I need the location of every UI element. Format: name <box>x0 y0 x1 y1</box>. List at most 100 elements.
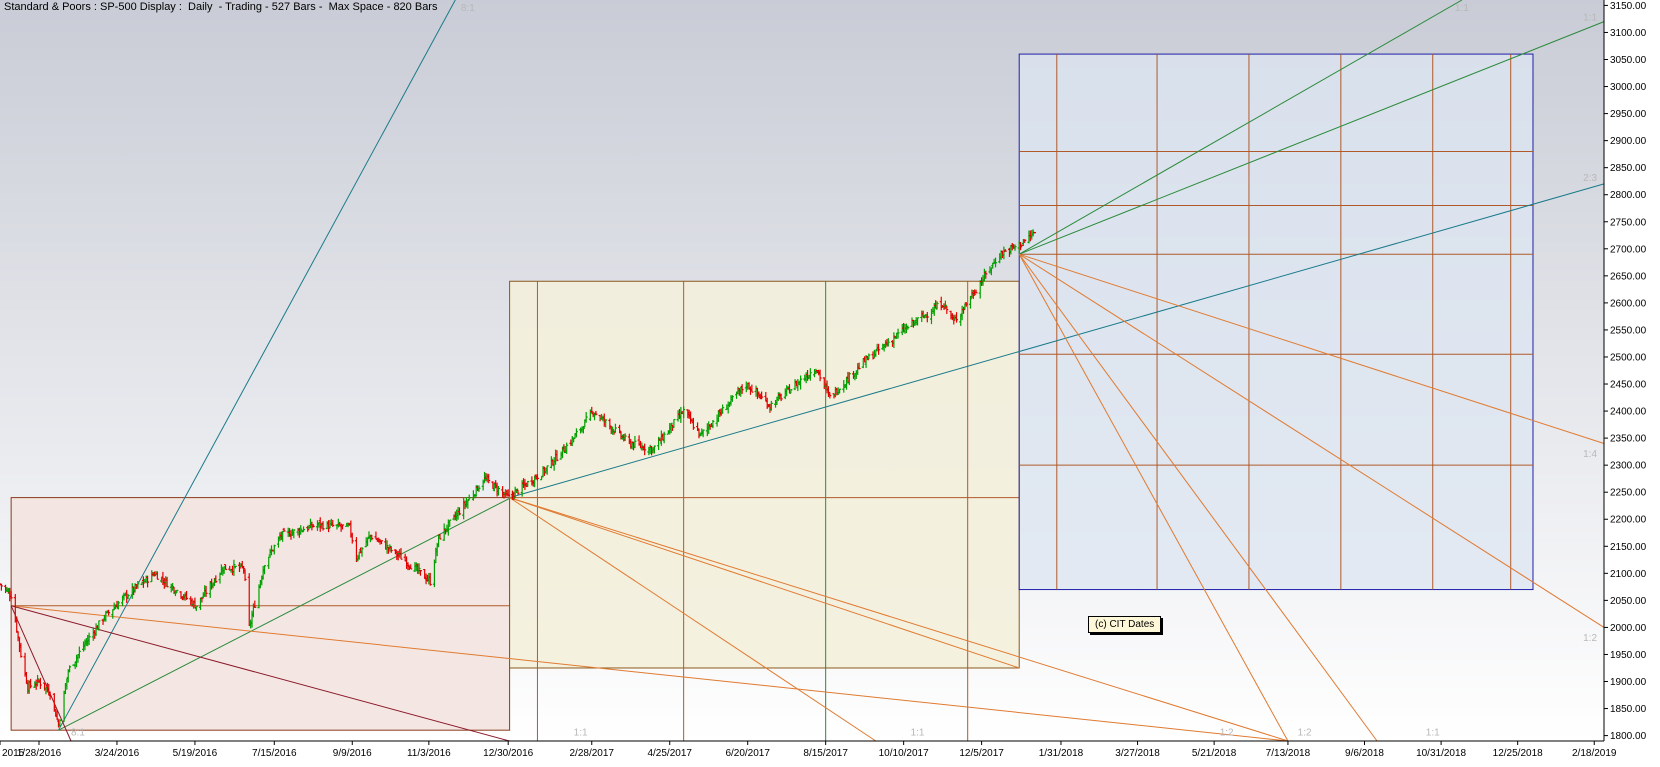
price-bar <box>828 392 832 399</box>
x-tick-label: 5/21/2018 <box>1192 748 1237 759</box>
price-bar <box>760 391 764 400</box>
price-bar <box>943 300 947 310</box>
price-bar <box>925 312 929 323</box>
price-bar <box>971 289 975 299</box>
angle-fan-line <box>10 605 72 742</box>
y-tick-label: 2300.00 <box>1610 461 1647 472</box>
gann-boxes-layer <box>10 53 1534 741</box>
y-tick-label: 2250.00 <box>1610 488 1647 499</box>
x-tick-label: 11/3/2016 <box>407 748 451 759</box>
price-bar <box>477 485 481 492</box>
price-bar <box>623 433 627 442</box>
price-bar <box>916 317 920 326</box>
price-bar <box>55 710 59 720</box>
y-tick-label: 1850.00 <box>1610 704 1647 715</box>
price-bar <box>701 429 705 438</box>
price-bar <box>281 530 285 542</box>
price-bar <box>448 519 452 527</box>
price-bar <box>765 397 769 409</box>
price-bar <box>68 665 72 673</box>
price-bar <box>165 576 169 588</box>
x-tick-label: 2/18/2019 <box>1572 748 1617 759</box>
x-tick-label: 12/25/2018 <box>1493 748 1543 759</box>
price-bar <box>740 384 744 394</box>
price-bar <box>467 494 471 501</box>
y-tick-label: 2200.00 <box>1610 515 1647 526</box>
price-bar <box>232 559 236 576</box>
angle-fan-line <box>1018 253 1605 628</box>
price-bar <box>549 456 553 469</box>
angle-fan-line <box>11 605 510 742</box>
price-bar <box>618 424 622 434</box>
price-bar <box>116 600 120 610</box>
ratio-label: 8:1 <box>71 728 85 739</box>
price-bar <box>224 563 228 571</box>
ratio-label: 1:1 <box>911 728 925 739</box>
price-bar <box>204 585 208 598</box>
ratio-label: 1:1 <box>1583 13 1597 24</box>
price-bar <box>906 325 910 330</box>
price-bar <box>535 474 539 481</box>
y-tick-label: 3100.00 <box>1610 28 1647 39</box>
price-bar <box>526 480 530 487</box>
x-tick-label: 2/28/2017 <box>570 748 615 759</box>
y-tick-label: 2150.00 <box>1610 542 1647 553</box>
price-bar <box>399 548 403 560</box>
ratio-label: 1:1 <box>1426 728 1440 739</box>
price-bar <box>417 563 421 575</box>
price-bar <box>633 435 637 449</box>
x-tick-label: 6/20/2017 <box>725 748 770 759</box>
price-bar <box>292 529 296 539</box>
price-bar <box>146 575 150 588</box>
price-bar <box>818 369 822 382</box>
price-bar <box>370 534 374 541</box>
box-3 <box>1018 53 1534 591</box>
ratio-label: 1:2 <box>1220 728 1234 739</box>
angle-fan-line <box>11 605 1288 742</box>
price-bar <box>691 417 695 430</box>
price-bar <box>545 465 549 475</box>
price-bar <box>200 597 204 603</box>
y-tick-label: 3150.00 <box>1610 1 1647 12</box>
box-2 <box>509 280 1020 669</box>
price-bar <box>886 338 890 347</box>
ratio-label: 1:4 <box>1583 449 1597 460</box>
price-bar <box>847 372 851 386</box>
x-tick-label: 3/24/2016 <box>95 748 140 759</box>
x-tick-label: 3/27/2018 <box>1115 748 1160 759</box>
price-bar <box>242 566 246 574</box>
price-bar <box>555 450 559 462</box>
price-bar <box>141 576 145 588</box>
price-bar <box>506 489 510 497</box>
y-tick-label: 2750.00 <box>1610 217 1647 228</box>
x-tick-label: 5/19/2016 <box>173 748 218 759</box>
y-tick-label: 2800.00 <box>1610 190 1647 201</box>
price-bar <box>48 691 52 700</box>
y-tick-label: 2650.00 <box>1610 271 1647 282</box>
y-tick-label: 3050.00 <box>1610 55 1647 66</box>
price-bar <box>730 395 734 402</box>
price-bar <box>1033 231 1037 234</box>
x-tick-label: 9/9/2016 <box>333 748 372 759</box>
price-bar <box>331 519 335 528</box>
price-bar <box>97 620 101 631</box>
angle-fans-layer <box>10 0 1605 742</box>
price-bar <box>643 443 647 456</box>
y-tick-label: 2850.00 <box>1610 163 1647 174</box>
price-bar <box>487 473 491 484</box>
price-bar <box>299 525 303 535</box>
price-bar <box>789 389 793 394</box>
price-bar <box>350 532 354 544</box>
price-bar <box>175 589 179 593</box>
price-bar <box>945 306 949 314</box>
angle-fan-line <box>509 497 1020 669</box>
y-tick-label: 2550.00 <box>1610 325 1647 336</box>
price-bar <box>233 565 237 569</box>
ratio-label: 8:1 <box>461 3 475 14</box>
price-bar <box>955 312 959 323</box>
angle-fan-line <box>1019 21 1605 255</box>
price-bar <box>58 719 62 728</box>
price-bar <box>769 400 773 411</box>
x-axis-panel <box>0 741 1660 762</box>
